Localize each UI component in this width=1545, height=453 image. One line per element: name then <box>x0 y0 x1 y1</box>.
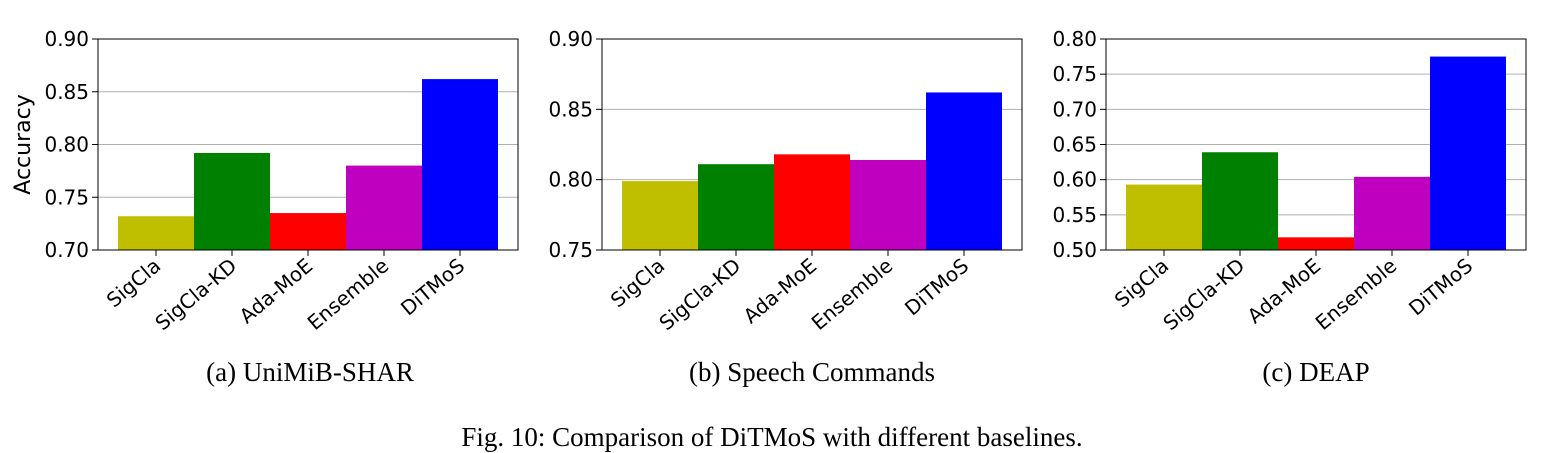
subplot-title: (a) UniMiB-SHAR <box>206 357 414 387</box>
x-tick-label: Ensemble <box>1311 253 1402 334</box>
x-tick-label: SigCla <box>102 253 165 312</box>
chart-a: 0.700.750.800.850.90SigClaSigCla-KDAda-M… <box>11 27 519 387</box>
bar-ensemble <box>850 159 926 250</box>
bar-ditmos <box>926 92 1002 250</box>
bar-sigcla-kd <box>698 164 774 250</box>
y-tick-label: 0.90 <box>44 27 89 51</box>
bar-ada-moe <box>774 154 850 250</box>
y-tick-label: 0.55 <box>1052 203 1097 227</box>
y-tick-label: 0.75 <box>1052 62 1097 86</box>
y-tick-label: 0.80 <box>1052 27 1097 51</box>
bar-ada-moe <box>270 213 346 250</box>
y-tick-label: 0.70 <box>1052 97 1097 121</box>
bar-sigcla <box>118 216 194 250</box>
bar-ensemble <box>346 165 422 250</box>
chart-b: 0.750.800.850.90SigClaSigCla-KDAda-MoEEn… <box>548 27 1023 387</box>
y-axis-label: Accuracy <box>11 94 36 194</box>
y-tick-label: 0.75 <box>44 185 89 209</box>
y-tick-label: 0.65 <box>1052 133 1097 157</box>
x-tick-label: Ensemble <box>807 253 898 334</box>
x-tick-label: SigCla <box>1110 253 1173 312</box>
x-tick-label: SigCla-KD <box>150 253 241 335</box>
bar-sigcla-kd <box>194 152 270 250</box>
x-tick-label: DiTMoS <box>396 253 469 320</box>
y-tick-label: 0.75 <box>548 238 593 262</box>
y-tick-label: 0.50 <box>1052 238 1097 262</box>
y-tick-label: 0.85 <box>548 97 593 121</box>
bar-sigcla-kd <box>1202 152 1278 250</box>
y-tick-label: 0.70 <box>44 238 89 262</box>
bar-sigcla <box>1126 184 1202 250</box>
x-tick-label: DiTMoS <box>900 253 973 320</box>
chart-c: 0.50 0.55 0.60 0.65 0.70 0.75 0.80 SigClaSigCla… <box>1052 27 1527 387</box>
y-tick-label: 0.60 <box>1052 168 1097 192</box>
bar-ensemble <box>1354 176 1430 250</box>
x-tick-label: SigCla-KD <box>654 253 745 335</box>
y-tick-label: 0.90 <box>548 27 593 51</box>
y-tick-label: 0.85 <box>44 80 89 104</box>
bar-ada-moe <box>1278 237 1354 250</box>
y-tick-label: 0.80 <box>548 168 593 192</box>
x-tick-label: SigCla-KD <box>1158 253 1249 335</box>
bar-ditmos <box>1430 56 1506 251</box>
y-tick-label: 0.80 <box>44 133 89 157</box>
subplot-title: (b) Speech Commands <box>689 357 935 387</box>
figure-caption: Fig. 10: Comparison of DiTMoS with diffe… <box>461 422 1082 452</box>
subplot-title: (c) DEAP <box>1262 357 1369 387</box>
bar-ditmos <box>422 79 498 250</box>
x-tick-label: DiTMoS <box>1404 253 1477 320</box>
x-tick-label: Ensemble <box>303 253 394 334</box>
bar-sigcla <box>622 181 698 250</box>
x-tick-label: SigCla <box>606 253 669 312</box>
